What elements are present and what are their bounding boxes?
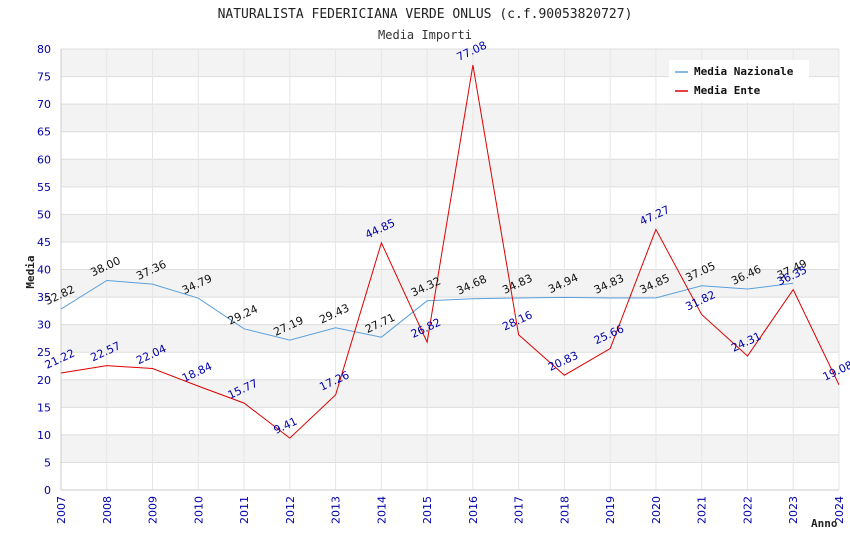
x-tick-label: 2011 xyxy=(238,496,251,524)
y-tick-label: 35 xyxy=(37,291,51,304)
y-tick-label: 50 xyxy=(37,208,51,221)
x-tick-label: 2007 xyxy=(55,496,68,524)
y-tick-label: 75 xyxy=(37,71,51,84)
x-tick-label: 2017 xyxy=(513,496,526,524)
grid-band xyxy=(61,104,839,132)
axes xyxy=(60,49,839,491)
grid-band xyxy=(61,434,839,463)
series-line-media-nazionale xyxy=(60,279,794,341)
legend-box xyxy=(669,60,809,102)
y-tick-label: 20 xyxy=(37,374,51,387)
x-tick-label: 2008 xyxy=(101,496,114,524)
grid-band xyxy=(61,159,839,187)
x-tick-label: 2023 xyxy=(787,496,800,524)
legend: Media Nazionale Media Ente xyxy=(669,60,809,102)
x-tick-label: 2015 xyxy=(421,496,434,524)
x-tick-label: 2009 xyxy=(147,496,160,524)
y-tick-label: 5 xyxy=(44,456,51,469)
chart-subtitle: Media Importi xyxy=(378,28,472,42)
grid-band xyxy=(61,269,839,298)
y-axis-label: Media xyxy=(24,255,37,288)
grid-band xyxy=(61,324,839,353)
y-tick-label: 30 xyxy=(37,319,51,332)
y-tick-label: 60 xyxy=(37,153,51,166)
x-tick-label: 2024 xyxy=(833,496,846,524)
x-tick-label: 2019 xyxy=(604,496,617,524)
x-tick-label: 2021 xyxy=(696,496,709,524)
x-tick-label: 2010 xyxy=(192,496,205,524)
x-tick-label: 2020 xyxy=(650,496,663,524)
y-tick-label: 65 xyxy=(37,126,51,139)
y-tick-label: 45 xyxy=(37,236,51,249)
x-tick-label: 2012 xyxy=(284,496,297,524)
y-tick-label: 55 xyxy=(37,181,51,194)
x-tick-label: 2014 xyxy=(375,496,388,524)
y-tick-labels: 0 5 10 15 20 25 30 35 40 45 50 55 60 65 70 75 80 xyxy=(37,43,51,497)
chart-title: NATURALISTA FEDERICIANA VERDE ONLUS (c.f… xyxy=(218,7,633,22)
series-lines xyxy=(60,65,840,439)
x-tick-labels: 2007 2008 2009 2010 2011 2012 2013 2014 2015 2016… xyxy=(55,496,846,524)
legend-label-media-nazionale: Media Nazionale xyxy=(694,65,794,78)
y-tick-label: 15 xyxy=(37,401,51,414)
x-tick-label: 2018 xyxy=(558,496,571,524)
y-tick-label: 80 xyxy=(37,43,51,56)
grid-band xyxy=(61,214,839,242)
y-tick-label: 40 xyxy=(37,264,51,277)
x-tick-label: 2022 xyxy=(741,496,754,524)
y-tick-label: 0 xyxy=(44,484,51,497)
grid-bands xyxy=(61,49,839,463)
y-tick-label: 25 xyxy=(37,346,51,359)
x-axis-label: Anno xyxy=(811,517,838,530)
legend-label-media-ente: Media Ente xyxy=(694,84,761,97)
x-tick-label: 2016 xyxy=(467,496,480,524)
y-tick-label: 70 xyxy=(37,98,51,111)
y-tick-label: 10 xyxy=(37,429,51,442)
x-tick-label: 2013 xyxy=(330,496,343,524)
grid-band xyxy=(61,379,839,408)
series-line-media-ente xyxy=(60,65,840,439)
